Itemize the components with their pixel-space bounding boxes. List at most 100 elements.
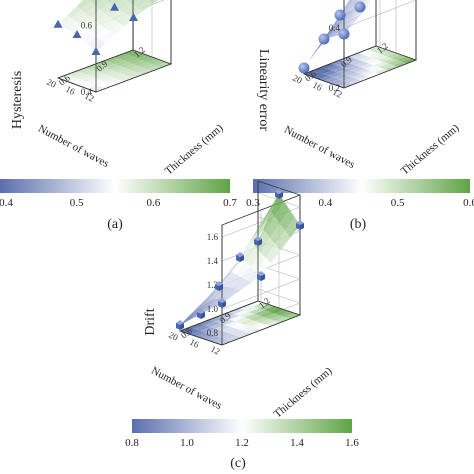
floor-cell xyxy=(265,320,281,327)
floor-projection xyxy=(56,49,173,93)
floor-cell xyxy=(206,336,222,342)
floor-cell xyxy=(346,65,360,71)
floor-cell xyxy=(190,330,206,337)
panel-a-colorbar-ticks: 0.4 0.5 0.6 0.7 xyxy=(0,197,237,209)
data-point-cube xyxy=(215,281,223,291)
floor-cell xyxy=(402,58,416,64)
floor-cell xyxy=(128,72,143,78)
surface-cell xyxy=(225,274,241,288)
floor-cell xyxy=(239,312,255,318)
floor-cell xyxy=(67,78,82,84)
floor-cell xyxy=(345,58,359,64)
z-tick-label: 0.6 xyxy=(81,20,93,30)
floor-cell xyxy=(368,53,382,59)
floor-cell xyxy=(318,68,332,74)
floor-cell xyxy=(216,339,232,345)
floor-cell xyxy=(104,57,119,63)
z-tick-label: 0.8 xyxy=(207,328,219,338)
surface-cell xyxy=(230,257,246,275)
surface-cell xyxy=(253,217,269,242)
floor-cell xyxy=(243,306,259,312)
surface-cell xyxy=(220,271,236,287)
floor-cell xyxy=(77,81,92,87)
floor-cell xyxy=(374,61,388,67)
surface-cell xyxy=(100,31,115,44)
floor-cell xyxy=(109,65,124,71)
panel-b-caption: (b) xyxy=(350,217,367,232)
surface-cell xyxy=(114,12,129,24)
panel-b-x-axis-label: Number of waves xyxy=(282,124,357,171)
floor-cell xyxy=(240,319,255,325)
floor-cell xyxy=(341,63,355,69)
floor-cell xyxy=(224,314,240,320)
panel-c-z-axis-label: Drift xyxy=(143,308,158,335)
surface-cell xyxy=(76,0,91,10)
surface-cell xyxy=(327,21,341,37)
front-edges xyxy=(57,0,134,93)
axis-edge xyxy=(57,49,134,79)
data-points xyxy=(176,189,304,330)
x-tick-label: 12 xyxy=(331,87,344,100)
z-tick-label: 0.4 xyxy=(329,23,341,33)
surface-cell xyxy=(91,39,106,52)
data-points xyxy=(298,1,366,74)
floor-cell xyxy=(137,55,152,61)
floor-cell xyxy=(360,63,374,69)
surface-cell xyxy=(100,2,115,15)
floor-cell xyxy=(285,313,300,319)
surface-cell xyxy=(81,1,96,14)
floor-cell xyxy=(58,74,73,80)
surface-cell xyxy=(338,18,352,30)
floor-cell xyxy=(365,65,379,71)
floor-cell xyxy=(124,71,139,77)
floor-cell xyxy=(86,64,101,70)
panel-a-y-axis-label: Thickness (mm) xyxy=(163,122,226,178)
floor-cell xyxy=(231,330,246,336)
data-point-sphere xyxy=(334,9,346,21)
floor-cell xyxy=(234,317,250,323)
floor-cell xyxy=(72,72,87,78)
floor-cell xyxy=(147,65,162,71)
panel-c-caption: (c) xyxy=(230,456,246,471)
floor-cell xyxy=(147,58,162,64)
floor-cell xyxy=(138,62,153,68)
floor-cell xyxy=(152,60,167,66)
floor-cell xyxy=(254,310,270,316)
floor-cell xyxy=(211,337,227,344)
floor-cell xyxy=(314,74,328,80)
floor-cell xyxy=(264,306,279,312)
floor-cell xyxy=(133,67,148,73)
floor-cell xyxy=(387,53,401,59)
colorbar-tick-label: 1.2 xyxy=(235,437,249,449)
surface-cell xyxy=(95,0,110,10)
floor-cell xyxy=(128,58,143,64)
floor-cell xyxy=(226,335,242,342)
floor-cell xyxy=(119,55,134,61)
floor-cell xyxy=(369,60,383,66)
floor-cell xyxy=(331,60,345,66)
floor-cell xyxy=(370,67,384,73)
floor-cell xyxy=(204,321,220,327)
floor-cell xyxy=(343,77,357,83)
surface-cell xyxy=(275,230,291,251)
floor-cell xyxy=(367,46,381,52)
floor-cell xyxy=(274,309,290,316)
panel-a-z-axis-label: Hysteresis xyxy=(10,71,25,129)
floor-cell xyxy=(91,79,106,85)
surface-cell xyxy=(347,9,361,21)
floor-cell xyxy=(119,76,134,82)
surface-cell xyxy=(341,9,355,22)
floor-cell xyxy=(352,74,366,80)
floor-cell xyxy=(100,83,115,89)
z-grid-line xyxy=(221,192,301,238)
axis-edge xyxy=(179,300,259,332)
floor-cell xyxy=(336,61,350,67)
surface-cell xyxy=(86,35,101,48)
floor-cell xyxy=(354,54,368,60)
z-grid-line xyxy=(221,264,301,310)
floor-cell xyxy=(238,304,254,311)
floor-cell xyxy=(327,65,341,71)
floor-cell xyxy=(91,86,106,92)
